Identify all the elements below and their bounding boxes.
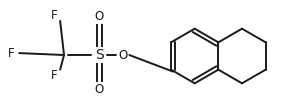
Text: F: F xyxy=(8,47,15,60)
Text: O: O xyxy=(94,83,104,96)
Text: F: F xyxy=(51,9,58,22)
Text: O: O xyxy=(94,11,104,24)
Text: O: O xyxy=(118,48,127,61)
Text: S: S xyxy=(95,48,103,62)
Text: F: F xyxy=(51,69,58,82)
